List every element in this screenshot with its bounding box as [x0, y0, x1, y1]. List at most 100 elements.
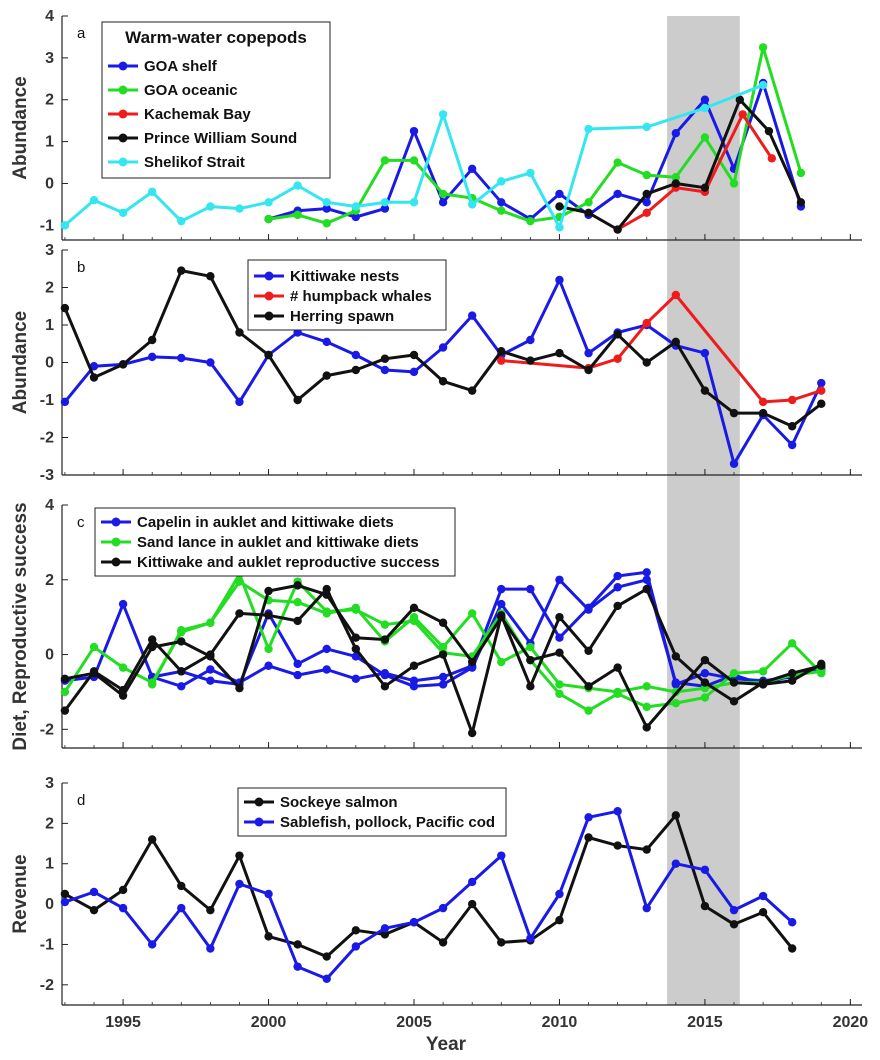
data-point — [642, 845, 651, 854]
data-point — [293, 659, 302, 669]
data-point — [642, 903, 651, 913]
data-point — [758, 43, 768, 52]
data-point — [351, 212, 361, 222]
panel-letter: b — [77, 259, 85, 276]
data-point — [235, 879, 244, 889]
chart-panels: -1 0 1 2 3 4 Abundance a Warm-water copepods GOA … — [10, 8, 868, 1031]
data-point — [264, 586, 273, 596]
legend-swatch-marker — [264, 291, 274, 301]
data-point — [60, 889, 70, 899]
data-point — [467, 200, 477, 209]
data-point — [264, 350, 273, 360]
data-point — [89, 642, 99, 652]
data-point — [497, 198, 506, 207]
data-point — [409, 350, 419, 360]
data-point — [206, 944, 215, 953]
legend-swatch-marker — [111, 517, 121, 527]
data-point — [147, 940, 157, 949]
data-point — [700, 655, 710, 665]
data-point — [642, 198, 651, 207]
data-point — [642, 358, 651, 367]
data-point — [60, 706, 70, 715]
data-point — [497, 657, 506, 667]
data-point — [235, 397, 244, 407]
data-point — [817, 386, 826, 395]
data-point — [700, 133, 710, 142]
data-point — [264, 198, 273, 207]
data-point — [764, 126, 774, 136]
data-point — [584, 706, 593, 715]
data-point — [206, 358, 215, 367]
legend-entry-label: Kachemak Bay — [144, 106, 251, 123]
data-point — [380, 682, 390, 691]
data-point — [555, 575, 564, 584]
data-point — [671, 337, 681, 347]
data-point — [438, 377, 448, 386]
data-point — [555, 189, 564, 199]
data-point — [380, 620, 390, 629]
data-point — [700, 693, 710, 702]
data-point — [60, 687, 70, 697]
data-point — [206, 905, 215, 915]
y-tick-label: 1 — [45, 134, 54, 151]
y-tick-label: 2 — [45, 280, 54, 297]
data-point — [729, 920, 739, 929]
series-line — [63, 83, 764, 229]
data-point — [235, 851, 244, 860]
legend-entry-label: # humpback whales — [290, 288, 432, 305]
data-point — [497, 851, 506, 860]
data-point — [555, 348, 564, 358]
x-tick-label: 2020 — [833, 1014, 869, 1031]
data-point — [787, 669, 797, 678]
series-prince-william-sound — [555, 95, 806, 234]
data-point — [467, 386, 477, 395]
y-tick-label: 2 — [45, 815, 54, 832]
panel-letter: a — [77, 25, 86, 42]
data-point — [526, 584, 535, 594]
data-point — [671, 698, 681, 708]
panel-c: -2 0 2 4 Diet, Reproductive success c Capelin … — [10, 497, 862, 751]
data-point — [526, 168, 535, 178]
data-point — [438, 680, 448, 689]
data-point — [613, 354, 622, 363]
data-point — [735, 95, 745, 104]
data-point — [526, 216, 535, 226]
data-point — [613, 330, 622, 339]
data-point — [293, 395, 302, 405]
panel-letter: c — [77, 514, 85, 531]
legend-box — [237, 787, 507, 837]
x-tick-label: 2005 — [396, 1014, 432, 1031]
data-point — [671, 678, 681, 687]
data-point — [613, 225, 622, 234]
data-point — [787, 676, 797, 685]
data-point — [177, 903, 186, 913]
data-point — [235, 328, 244, 337]
data-point — [467, 609, 477, 618]
data-point — [206, 652, 215, 661]
data-point — [118, 208, 128, 217]
data-point — [322, 219, 331, 228]
data-point — [467, 311, 477, 320]
legend-entry-label: Sockeye salmon — [280, 794, 398, 811]
data-point — [351, 926, 361, 935]
data-point — [60, 897, 70, 907]
data-point — [380, 204, 390, 213]
y-tick-label: -1 — [40, 392, 54, 409]
series-herring-spawn — [60, 266, 826, 431]
data-point — [351, 202, 361, 211]
legend-box — [94, 507, 456, 577]
data-point — [758, 891, 768, 901]
data-point — [497, 347, 506, 356]
data-point — [235, 577, 244, 586]
data-point — [89, 905, 99, 915]
y-axis-label: Revenue — [10, 854, 31, 933]
series-shelikof-strait — [60, 80, 768, 232]
data-point — [642, 208, 651, 217]
data-point — [729, 459, 739, 468]
series-sockeye-salmon — [60, 811, 797, 961]
data-point — [293, 581, 302, 590]
data-point — [767, 154, 777, 163]
data-point — [758, 667, 768, 676]
data-point — [584, 682, 593, 691]
